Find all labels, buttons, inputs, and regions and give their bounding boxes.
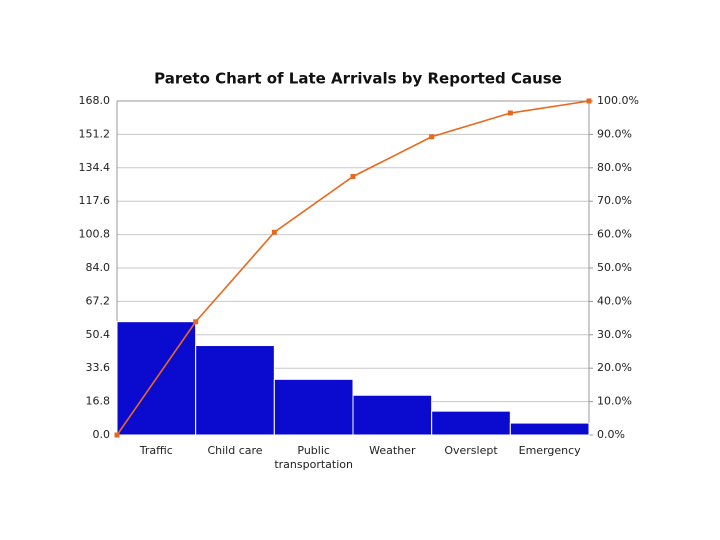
y-tick-label: 168.0 [79,94,111,107]
y2-tick-label: 40.0% [597,294,632,307]
bar [273,378,354,436]
bar [195,345,275,436]
y-tick-label: 84.0 [86,261,111,274]
cumulative-marker [586,98,592,104]
y-tick-label: 67.2 [86,294,111,307]
cumulative-marker [507,110,513,116]
y2-tick-label: 50.0% [597,261,632,274]
cumulative-marker [193,319,199,325]
cumulative-marker [429,134,435,140]
y2-tick-label: 80.0% [597,161,632,174]
y2-tick-label: 70.0% [597,194,632,207]
bar [352,394,433,436]
y2-tick-label: 90.0% [597,127,632,140]
x-tick-label: Child care [207,444,262,457]
cumulative-marker [350,173,356,179]
x-tick-label: Traffic [139,444,173,457]
y-tick-label: 117.6 [79,194,111,207]
cumulative-marker [114,432,120,438]
cumulative-marker [271,229,277,235]
y-tick-label: 100.8 [79,228,111,241]
x-tick-label: Emergency [519,444,582,457]
y-tick-label: 151.2 [79,127,111,140]
x-tick-label: Public transportation [274,444,353,471]
y-tick-label: 134.4 [79,161,111,174]
y2-tick-label: 60.0% [597,228,632,241]
chart-title: Pareto Chart of Late Arrivals by Reporte… [154,70,562,88]
x-tick-label: Weather [369,444,416,457]
y-tick-label: 50.4 [86,328,111,341]
x-tick-label: Overslept [444,444,498,457]
y2-tick-label: 20.0% [597,361,632,374]
bar [509,422,590,436]
y-tick-label: 33.6 [86,361,111,374]
bar [431,410,511,436]
y2-tick-label: 10.0% [597,395,632,408]
y2-tick-label: 0.0% [597,428,625,441]
y2-tick-label: 30.0% [597,328,632,341]
y-tick-label: 0.0 [93,428,111,441]
y-tick-label: 16.8 [86,395,111,408]
y2-tick-label: 100.0% [597,94,639,107]
